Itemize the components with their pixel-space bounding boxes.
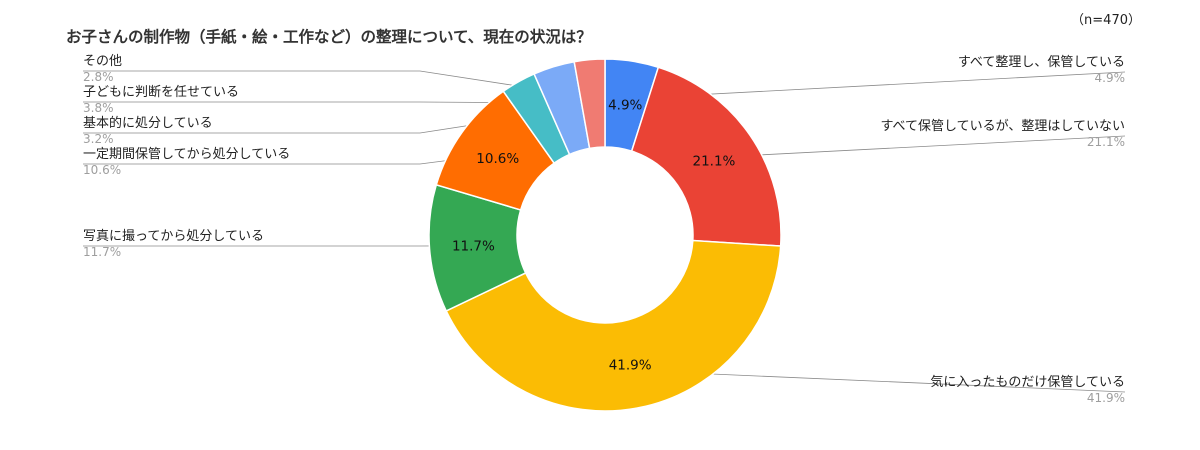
slice-value-label: 11.7% (452, 238, 495, 254)
legend-percent-label: 11.7% (83, 245, 121, 259)
slice-value-label: 21.1% (692, 153, 735, 169)
legend-percent-label: 21.1% (1087, 135, 1125, 149)
legend-category-label: 気に入ったものだけ保管している (930, 374, 1125, 390)
legend-category-label: すべて整理し、保管している (958, 55, 1125, 70)
donut-slice (445, 239, 782, 412)
legend-category-label: すべて保管しているが、整理はしていない (880, 119, 1125, 134)
legend-percent-label: 3.2% (83, 132, 114, 146)
donut-slice (630, 66, 782, 247)
slice-value-label: 4.9% (608, 98, 642, 114)
legend-percent-label: 2.8% (83, 70, 114, 84)
slice-value-label: 10.6% (476, 151, 519, 167)
legend-percent-label: 3.8% (83, 101, 114, 115)
legend-percent-label: 4.9% (1095, 71, 1126, 85)
legend-percent-label: 41.9% (1087, 391, 1125, 405)
legend-category-label: 一定期間保管してから処分している (83, 147, 290, 162)
legend-category-label: 子どもに判断を任せている (83, 85, 239, 100)
leader-line (718, 135, 1126, 158)
donut-slice (573, 58, 606, 150)
legend-category-label: その他 (83, 54, 122, 69)
legend-category-label: 写真に撮ってから処分している (83, 228, 264, 244)
chart-title: お子さんの制作物（手紙・絵・工作など）の整理について、現在の状況は？ (66, 27, 592, 46)
slice-value-label: 41.9% (609, 358, 652, 374)
legend-percent-label: 10.6% (83, 163, 121, 177)
sample-size-note: （n=470） (1071, 13, 1141, 28)
legend-category-label: 基本的に処分している (83, 115, 213, 131)
